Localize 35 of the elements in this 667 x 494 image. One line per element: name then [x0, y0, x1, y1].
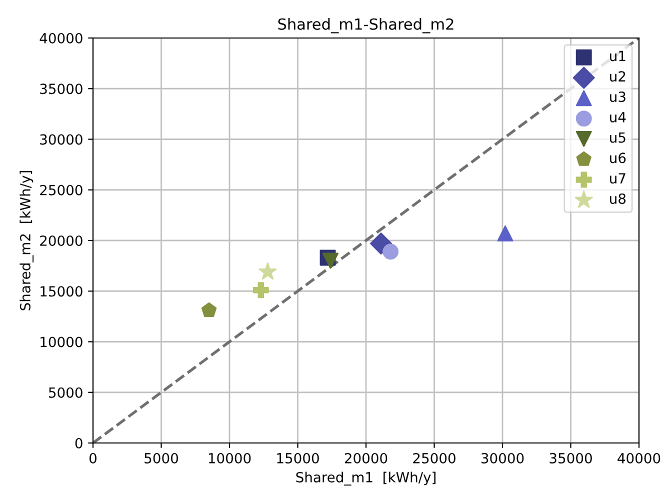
y-axis-title: Shared_m2 [kWh/y] [20, 171, 34, 310]
point [322, 252, 338, 269]
x-tick-label: 35000 [550, 452, 592, 464]
x-tick-label: 40000 [618, 452, 660, 464]
y-tick-label: 20000 [40, 235, 82, 246]
y-tick-label: 35000 [40, 84, 82, 94]
x-axis-title: Shared_m1 [kWh/y] [296, 472, 436, 486]
point [258, 262, 277, 280]
legend-label: u2 [610, 71, 626, 82]
y-tick-label: 0 [75, 438, 82, 448]
x-tick-label: 30000 [481, 452, 524, 464]
x-tick-label: 15000 [277, 452, 319, 464]
y-tick-label: 5000 [49, 387, 82, 398]
legend-label: u7 [610, 173, 626, 184]
point [252, 282, 269, 298]
x-tick-label: 5000 [144, 452, 178, 464]
x-tick-label: 10000 [208, 452, 251, 464]
x-tick-label: 0 [89, 452, 96, 464]
legend-label: u4 [610, 112, 626, 122]
legend-label: u3 [610, 92, 626, 102]
legend-label: u6 [610, 152, 626, 164]
y-tick-label: 15000 [40, 286, 82, 297]
y-tick-label: 25000 [40, 184, 82, 196]
x-tick-label: 25000 [413, 452, 456, 464]
legend-label: u8 [610, 193, 626, 204]
legend-label: u1 [610, 50, 626, 62]
point [497, 225, 514, 242]
point [201, 302, 217, 317]
y-tick-label: 30000 [40, 134, 82, 145]
x-tick-label: 20000 [344, 452, 388, 464]
y-tick-label: 40000 [40, 32, 82, 44]
legend-label: u5 [610, 132, 626, 143]
y-tick-label: 10000 [40, 336, 82, 348]
point [382, 244, 399, 260]
chart-title: Shared_m1-Shared_m2 [278, 18, 454, 34]
